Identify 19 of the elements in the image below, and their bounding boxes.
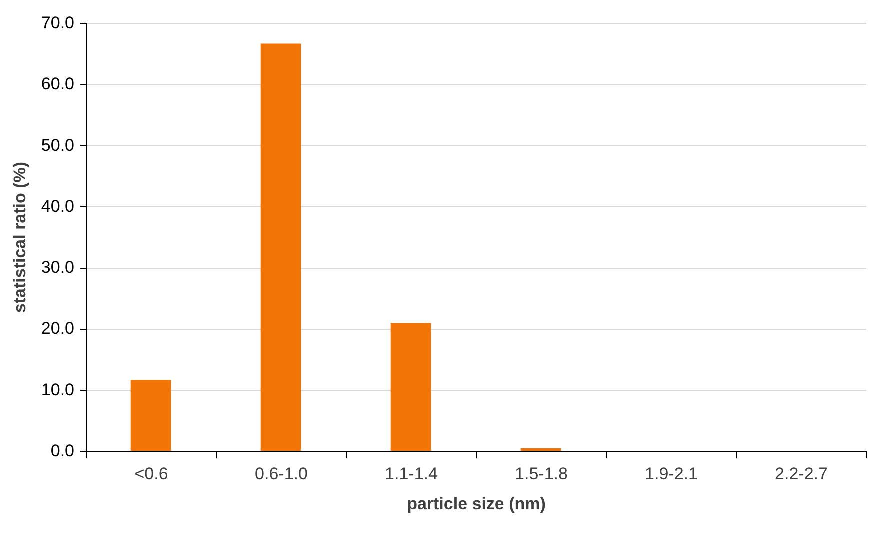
bar — [130, 380, 172, 451]
x-tick-label: <0.6 — [134, 464, 168, 484]
y-tick-label: 60.0 — [41, 74, 74, 94]
y-tick-label: 70.0 — [41, 14, 74, 32]
y-tick-label: 30.0 — [41, 258, 74, 278]
y-tick-label: 50.0 — [41, 136, 74, 155]
x-tick-label: 1.5-1.8 — [515, 464, 568, 484]
x-tick-label: 2.2-2.7 — [775, 464, 828, 484]
x-axis-title: particle size (nm) — [407, 494, 546, 514]
y-axis-title: statistical ratio (%) — [10, 162, 30, 314]
y-tick-label: 10.0 — [41, 380, 74, 400]
x-tick-label: 1.1-1.4 — [385, 464, 438, 484]
y-tick-label: 0.0 — [50, 442, 74, 460]
y-tick-label: 20.0 — [41, 319, 74, 338]
bar — [390, 323, 432, 451]
y-tick-label: 40.0 — [41, 196, 74, 216]
x-tick-label: 0.6-1.0 — [255, 464, 308, 484]
x-tick-label: 1.9-2.1 — [645, 464, 698, 484]
bar — [260, 44, 302, 451]
